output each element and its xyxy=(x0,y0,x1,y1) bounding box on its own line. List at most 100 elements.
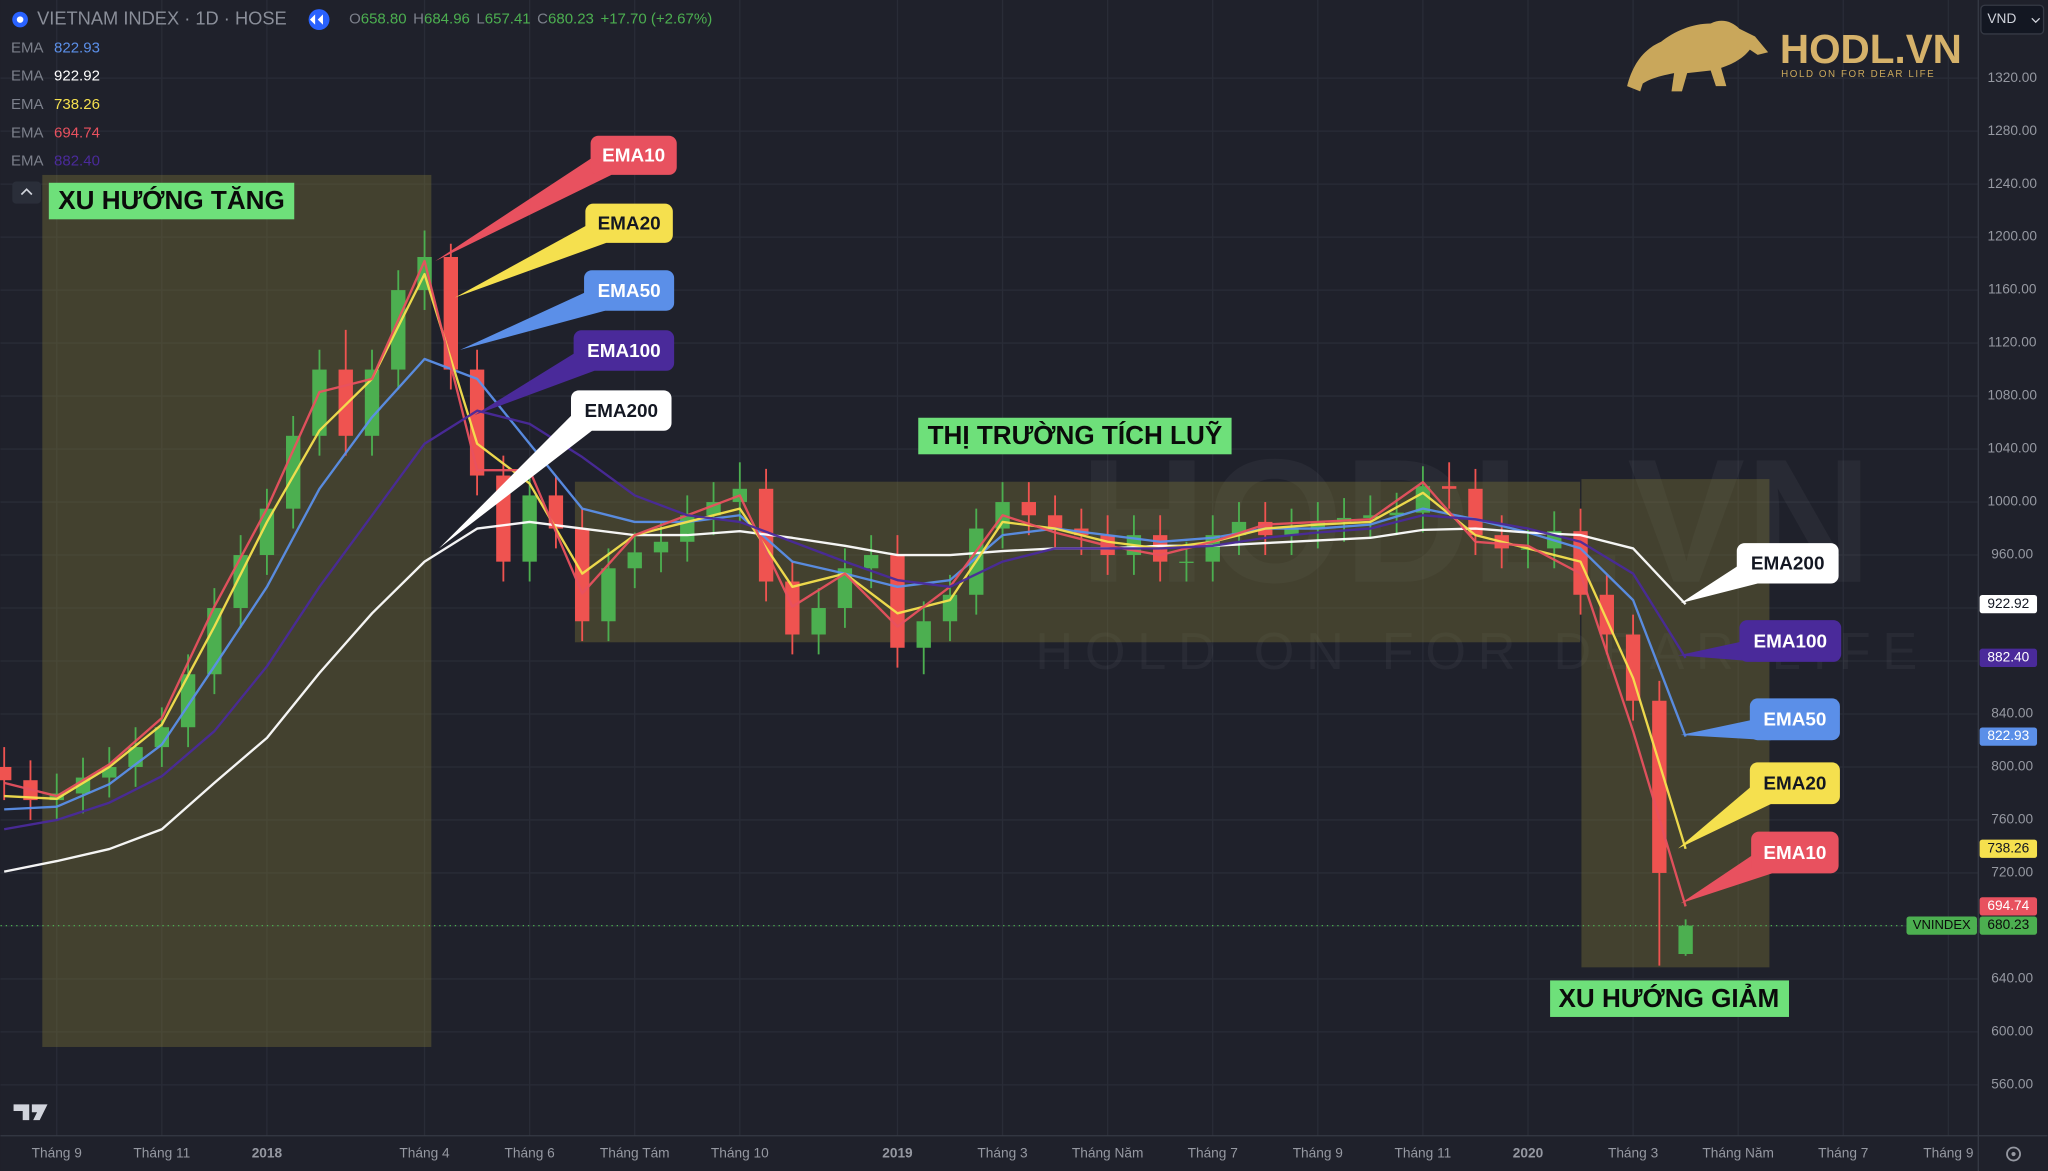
x-tick-label: 2019 xyxy=(882,1146,913,1161)
y-tick-label: 600.00 xyxy=(1991,1024,2033,1039)
callout-label: EMA20 xyxy=(598,214,661,235)
x-tick-label: Tháng Năm xyxy=(1072,1146,1144,1161)
callout-pointer xyxy=(1680,852,1773,904)
ohlc-letter: O xyxy=(349,11,361,28)
candle-body xyxy=(864,555,879,569)
x-tick-label: Tháng 10 xyxy=(711,1146,769,1161)
value-tag-label: 922.92 xyxy=(1987,596,2029,611)
candle-body xyxy=(312,369,327,436)
y-tick-label: 1080.00 xyxy=(1987,388,2037,403)
currency-button[interactable] xyxy=(1980,4,2045,35)
y-tick-label: 1280.00 xyxy=(1987,123,2037,138)
ohlc: O658.80 H684.96 L657.41 C680.23 +17.70 (+2.6… xyxy=(349,11,712,28)
x-tick-label: 2018 xyxy=(252,1146,283,1161)
callout-label: EMA100 xyxy=(1754,631,1828,652)
value-tag xyxy=(1979,595,2038,614)
candle-body xyxy=(1625,634,1641,701)
change: +17.70 (+2.67%) xyxy=(600,11,712,28)
callout-box xyxy=(1739,620,1842,662)
ohlc-value: 680.23 xyxy=(548,11,594,28)
candle-body xyxy=(1415,486,1431,513)
ohlc-letter: C xyxy=(537,11,548,28)
callout-box xyxy=(1749,762,1840,805)
price-axis xyxy=(1978,0,2048,1171)
price-tag xyxy=(1979,916,2038,935)
x-tick-label: 2020 xyxy=(1513,1146,1544,1161)
y-tick-label: 720.00 xyxy=(1991,865,2033,880)
callout-label: EMA100 xyxy=(587,341,661,362)
ohlc-value: 657.41 xyxy=(485,11,531,28)
legend-label: EMA xyxy=(11,39,44,56)
symbol-icon-dot xyxy=(16,16,24,23)
legend-label: EMA xyxy=(11,68,44,85)
collapse-icon xyxy=(20,188,33,196)
ema-line xyxy=(3,259,1687,907)
annotation-box xyxy=(48,182,295,220)
ohlc-letter: L xyxy=(476,11,484,28)
callout-pointer xyxy=(435,155,612,262)
x-tick-label: Tháng Năm xyxy=(1702,1146,1774,1161)
y-tick-label: 1200.00 xyxy=(1987,229,2037,244)
y-tick-label: 1120.00 xyxy=(1988,335,2037,350)
legend-value: 738.26 xyxy=(54,96,100,113)
callout-pointer xyxy=(1680,719,1771,741)
candle-body xyxy=(1021,502,1036,516)
x-tick-label: Tháng 9 xyxy=(1923,1146,1973,1161)
y-tick-label: 760.00 xyxy=(1991,812,2033,827)
legend-label: EMA xyxy=(11,96,44,113)
ema-line xyxy=(3,409,1687,831)
callout-label: EMA50 xyxy=(598,281,661,302)
legend: EMA 822.93 EMA 922.92 EMA 738.26 EMA 694.74 EMA 8… xyxy=(11,39,100,169)
callout-pointer xyxy=(460,290,605,350)
callout-label: EMA200 xyxy=(584,401,658,422)
y-tick-label: 800.00 xyxy=(1991,759,2033,774)
callout-box xyxy=(571,390,672,431)
logo-tagline: HOLD ON FOR DEAR LIFE xyxy=(1781,69,1935,80)
settings-button[interactable] xyxy=(2006,1146,2021,1162)
tv-logo xyxy=(13,1104,48,1121)
candle-body xyxy=(627,552,642,569)
price-tag-label: 680.23 xyxy=(1987,917,2029,932)
plot xyxy=(0,230,1979,966)
x-tick-label: Tháng 3 xyxy=(1608,1146,1659,1161)
callout-box xyxy=(590,135,677,175)
y-tick-label: 640.00 xyxy=(1991,971,2033,986)
candle-body xyxy=(1468,488,1483,536)
candle-body xyxy=(811,608,826,635)
axes: 560.00600.00640.00680.00720.00760.00800.… xyxy=(32,70,2038,1161)
candle-body xyxy=(1284,528,1299,536)
annotation-box xyxy=(918,417,1232,455)
ohlc-value: 658.80 xyxy=(361,11,407,28)
value-tag-label: 738.26 xyxy=(1987,840,2029,855)
x-tick-label: Tháng 7 xyxy=(1818,1146,1868,1161)
value-tag-label: 822.93 xyxy=(1987,728,2029,743)
replay-icon xyxy=(309,14,323,25)
candle-body xyxy=(1599,594,1614,635)
candle-body xyxy=(1363,515,1378,518)
candle-body xyxy=(154,727,170,748)
value-tag-label: 882.40 xyxy=(1987,649,2029,664)
candle-body xyxy=(601,568,616,622)
candle-body xyxy=(785,581,800,635)
y-tick-label: 1040.00 xyxy=(1987,441,2037,456)
currency-caret xyxy=(2031,17,2041,24)
callout-box xyxy=(585,203,673,243)
annotation: XU HƯỚNG TĂNG xyxy=(58,185,285,215)
candle-body xyxy=(680,515,695,542)
time-axis xyxy=(0,1135,2048,1171)
settings-dot xyxy=(2011,1151,2016,1157)
collapse-button[interactable] xyxy=(12,181,41,204)
x-tick-label: Tháng 6 xyxy=(505,1146,556,1161)
ohlc-value: 684.96 xyxy=(424,11,470,28)
callout-pointer xyxy=(474,350,595,416)
uptrend-zone xyxy=(42,174,432,1047)
candle-body xyxy=(102,766,117,778)
candle-body xyxy=(522,495,537,562)
callout-pointer xyxy=(1678,783,1771,849)
legend-label: EMA xyxy=(11,124,44,141)
callout-pointer xyxy=(454,223,607,298)
callout-pointer xyxy=(439,410,592,549)
